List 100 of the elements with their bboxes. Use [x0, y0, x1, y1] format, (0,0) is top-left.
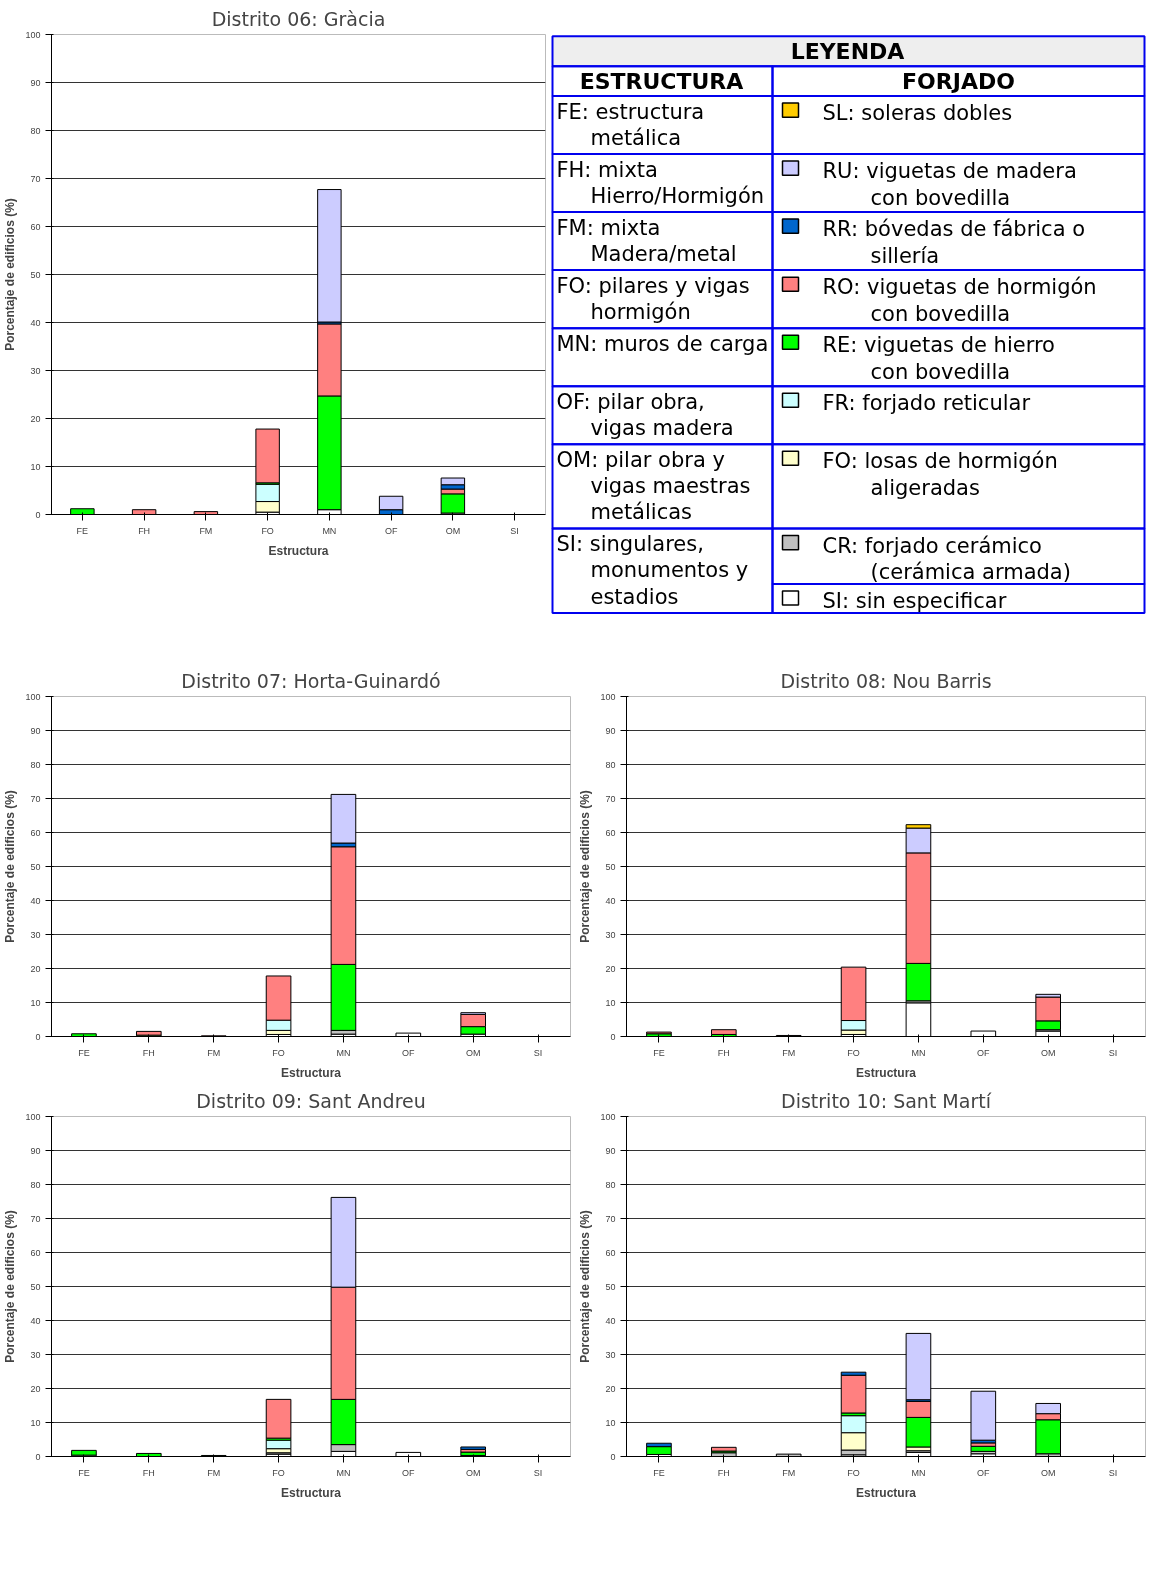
y-tick-label: 70: [30, 1213, 41, 1224]
y-tick-label: 70: [605, 793, 616, 804]
x-axis-title: Estructura: [855, 1485, 917, 1500]
legend-label: RO: viguetas de hormigón con bovedilla: [822, 275, 1097, 326]
y-tick-label: 40: [30, 895, 41, 906]
x-tick-label: SI: [533, 1467, 543, 1478]
y-tick-label: 100: [25, 29, 41, 40]
x-tick-label: FM: [207, 1467, 221, 1478]
y-tick-label: 30: [30, 365, 41, 376]
chart-title: Distrito 09: Sant Andreu: [196, 1089, 426, 1112]
y-tick-label: 50: [605, 861, 616, 872]
y-tick-label: 10: [30, 1417, 41, 1428]
x-tick-label: MN: [336, 1047, 351, 1058]
y-tick-label: 80: [30, 125, 41, 136]
text: MN: muros de carga: [556, 331, 769, 356]
text: FH: mixta Hierro/Hormigón: [556, 157, 765, 208]
y-tick-label: 50: [605, 1281, 616, 1292]
x-tick-label: FO: [272, 1047, 285, 1058]
y-tick-label: 40: [605, 1315, 616, 1326]
y-tick-label: 20: [30, 963, 41, 974]
y-tick-label: 50: [30, 861, 41, 872]
y-tick-label: 0: [35, 509, 41, 520]
legend-title: FORJADO: [902, 68, 1015, 94]
text: SI: singulares, monumentos y estadios: [556, 532, 749, 609]
x-tick-label: OM: [445, 525, 461, 536]
y-tick-label: 90: [30, 77, 41, 88]
y-tick-label: 40: [30, 1315, 41, 1326]
y-tick-label: 100: [600, 1111, 616, 1122]
y-tick-label: 60: [30, 221, 41, 232]
x-axis-title: Estructura: [268, 543, 329, 558]
text: FM: mixta Madera/metal: [556, 215, 737, 266]
x-tick-label: SI: [1108, 1467, 1118, 1478]
y-tick-label: 90: [30, 1145, 41, 1156]
y-tick-label: 0: [35, 1031, 41, 1042]
x-tick-label: FE: [78, 1047, 90, 1058]
y-tick-label: 30: [605, 929, 616, 940]
x-tick-label: FM: [782, 1047, 796, 1058]
y-tick-label: 90: [605, 1145, 616, 1156]
y-tick-label: 0: [610, 1451, 616, 1462]
y-tick-label: 0: [35, 1451, 41, 1462]
x-tick-label: FH: [142, 1467, 155, 1478]
y-axis-title: Porcentaje de edificios (%): [578, 1210, 593, 1363]
x-tick-label: FM: [199, 525, 213, 536]
y-tick-label: 10: [30, 997, 41, 1008]
y-tick-label: 50: [30, 1281, 41, 1292]
x-tick-label: MN: [911, 1047, 926, 1058]
y-tick-label: 20: [30, 413, 41, 424]
legend-label: SI: sin especificar: [822, 589, 1007, 614]
text: FO: pilares y vigas hormigón: [556, 273, 750, 324]
x-tick-label: FO: [261, 525, 274, 536]
x-tick-label: FO: [847, 1047, 860, 1058]
x-tick-label: FE: [653, 1047, 665, 1058]
chart-title: Distrito 10: Sant Martí: [781, 1089, 992, 1112]
y-tick-label: 10: [605, 1417, 616, 1428]
y-axis-title: Porcentaje de edificios (%): [3, 790, 18, 943]
y-tick-label: 10: [605, 997, 616, 1008]
x-tick-label: OM: [465, 1467, 481, 1478]
x-tick-label: FE: [653, 1467, 665, 1478]
x-tick-label: FH: [717, 1047, 730, 1058]
y-tick-label: 20: [605, 1383, 616, 1394]
x-tick-label: FH: [717, 1467, 730, 1478]
y-tick-label: 30: [30, 929, 41, 940]
y-tick-label: 20: [605, 963, 616, 974]
x-tick-label: FO: [272, 1467, 285, 1478]
x-axis-title: Estructura: [280, 1065, 342, 1080]
y-axis-title: Porcentaje de edificios (%): [3, 1210, 18, 1363]
x-tick-label: MN: [911, 1467, 926, 1478]
x-tick-label: FH: [138, 525, 151, 536]
x-tick-label: SI: [1108, 1047, 1118, 1058]
legend-label: RR: bóvedas de fábrica o sillería: [822, 217, 1086, 268]
x-tick-label: SI: [510, 525, 519, 536]
y-tick-label: 90: [30, 725, 41, 736]
x-tick-label: FM: [207, 1047, 221, 1058]
y-tick-label: 90: [605, 725, 616, 736]
x-tick-label: OF: [402, 1467, 416, 1478]
legend-label: RE: viguetas de hierro con bovedilla: [822, 333, 1055, 384]
y-tick-label: 70: [605, 1213, 616, 1224]
chart-title: Distrito 07: Horta-Guinardó: [181, 669, 441, 692]
x-axis-title: Estructura: [280, 1485, 342, 1500]
x-tick-label: MN: [322, 525, 337, 536]
y-tick-label: 40: [30, 317, 41, 328]
chart-title: Distrito 08: Nou Barris: [780, 669, 992, 692]
x-tick-label: OF: [977, 1467, 991, 1478]
x-tick-label: MN: [336, 1467, 351, 1478]
y-axis-title: Porcentaje de edificios (%): [578, 790, 593, 943]
y-tick-label: 80: [605, 1179, 616, 1190]
chart-title: Distrito 06: Gràcia: [211, 7, 386, 30]
legend-label: CR: forjado cerámico (cerámica armada): [822, 533, 1071, 585]
x-tick-label: OM: [1040, 1047, 1056, 1058]
text: FE: estructura metálica: [556, 99, 705, 150]
y-tick-label: 80: [30, 1179, 41, 1190]
text: OF: pilar obra, vigas madera: [556, 389, 734, 441]
y-tick-label: 30: [30, 1349, 41, 1360]
y-tick-label: 0: [610, 1031, 616, 1042]
y-tick-label: 50: [30, 269, 41, 280]
x-tick-label: OF: [384, 525, 398, 536]
x-tick-label: FE: [78, 1467, 90, 1478]
y-tick-label: 60: [30, 827, 41, 838]
legend-label: SL: soleras dobles: [822, 101, 1013, 126]
y-tick-label: 70: [30, 793, 41, 804]
